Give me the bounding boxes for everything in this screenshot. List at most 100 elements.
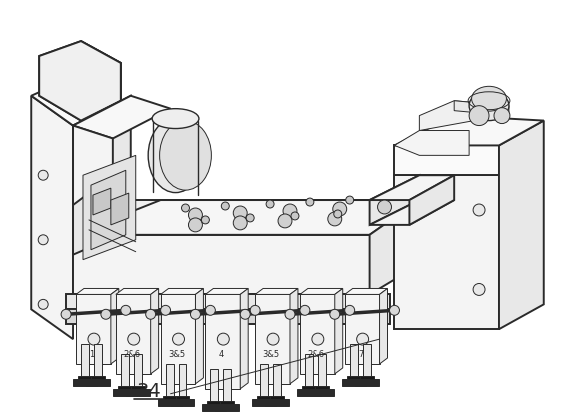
Polygon shape <box>111 193 129 225</box>
Circle shape <box>306 198 314 206</box>
Circle shape <box>205 305 215 315</box>
Circle shape <box>181 204 189 212</box>
Polygon shape <box>257 396 271 404</box>
Polygon shape <box>241 288 248 389</box>
Circle shape <box>61 310 71 319</box>
Polygon shape <box>116 288 158 295</box>
Polygon shape <box>73 96 131 255</box>
Polygon shape <box>31 79 111 126</box>
Circle shape <box>278 214 292 228</box>
Polygon shape <box>345 295 379 364</box>
Polygon shape <box>66 295 390 310</box>
Circle shape <box>312 333 324 345</box>
Polygon shape <box>335 288 343 374</box>
Circle shape <box>266 200 274 208</box>
Polygon shape <box>161 288 203 295</box>
Text: 2&6: 2&6 <box>123 349 140 359</box>
Polygon shape <box>86 379 110 386</box>
Polygon shape <box>394 131 469 155</box>
Polygon shape <box>220 401 234 409</box>
Polygon shape <box>300 288 343 295</box>
Polygon shape <box>260 364 268 399</box>
Polygon shape <box>363 344 371 379</box>
Circle shape <box>356 333 369 345</box>
Polygon shape <box>78 376 92 384</box>
Circle shape <box>250 305 260 315</box>
Polygon shape <box>360 376 374 384</box>
Text: 3&5: 3&5 <box>168 349 185 359</box>
Polygon shape <box>31 96 73 339</box>
Circle shape <box>346 196 354 204</box>
Polygon shape <box>454 101 509 116</box>
Polygon shape <box>165 364 173 399</box>
Circle shape <box>328 212 342 226</box>
Polygon shape <box>73 200 420 235</box>
Text: 4: 4 <box>219 349 224 359</box>
Polygon shape <box>302 386 316 394</box>
Circle shape <box>333 210 342 218</box>
Circle shape <box>233 206 247 220</box>
Circle shape <box>291 212 299 220</box>
Ellipse shape <box>152 109 199 129</box>
Circle shape <box>88 333 100 345</box>
Text: 34: 34 <box>136 382 161 401</box>
Polygon shape <box>76 295 111 364</box>
Polygon shape <box>73 255 370 310</box>
Polygon shape <box>355 379 379 386</box>
Polygon shape <box>111 288 119 364</box>
Polygon shape <box>270 396 284 404</box>
Circle shape <box>378 200 391 214</box>
Polygon shape <box>161 295 195 384</box>
Polygon shape <box>203 404 226 411</box>
Polygon shape <box>66 310 390 324</box>
Polygon shape <box>370 200 454 225</box>
Circle shape <box>473 204 485 216</box>
Polygon shape <box>93 188 111 215</box>
Polygon shape <box>290 288 298 384</box>
Polygon shape <box>81 344 89 379</box>
Polygon shape <box>379 288 387 364</box>
Polygon shape <box>255 288 298 295</box>
Polygon shape <box>134 354 142 389</box>
Polygon shape <box>73 200 370 255</box>
Polygon shape <box>205 288 248 295</box>
Polygon shape <box>300 295 335 374</box>
Circle shape <box>191 310 200 319</box>
Polygon shape <box>150 288 158 374</box>
Polygon shape <box>73 126 113 205</box>
Polygon shape <box>207 401 222 409</box>
Polygon shape <box>211 369 218 404</box>
Polygon shape <box>297 389 321 396</box>
Circle shape <box>241 310 250 319</box>
Polygon shape <box>131 386 145 394</box>
Polygon shape <box>116 295 150 374</box>
Polygon shape <box>83 155 135 260</box>
Circle shape <box>38 300 48 310</box>
Circle shape <box>494 108 510 124</box>
Circle shape <box>121 305 131 315</box>
Polygon shape <box>499 121 544 329</box>
Polygon shape <box>347 376 360 384</box>
Polygon shape <box>265 399 289 406</box>
Polygon shape <box>118 386 132 394</box>
Ellipse shape <box>469 91 509 121</box>
Text: 3&5: 3&5 <box>262 349 280 359</box>
Circle shape <box>218 333 229 345</box>
Ellipse shape <box>148 118 203 193</box>
Polygon shape <box>394 146 499 175</box>
Text: 2&6: 2&6 <box>307 349 324 359</box>
Circle shape <box>201 216 210 224</box>
Circle shape <box>173 333 184 345</box>
Ellipse shape <box>472 86 506 111</box>
Circle shape <box>283 204 297 218</box>
Polygon shape <box>370 175 454 200</box>
Ellipse shape <box>160 121 211 190</box>
Circle shape <box>188 218 203 232</box>
Circle shape <box>188 208 203 222</box>
Circle shape <box>38 170 48 180</box>
Circle shape <box>330 310 340 319</box>
Polygon shape <box>394 116 544 146</box>
Circle shape <box>285 310 295 319</box>
Polygon shape <box>252 399 276 406</box>
Polygon shape <box>176 396 189 404</box>
